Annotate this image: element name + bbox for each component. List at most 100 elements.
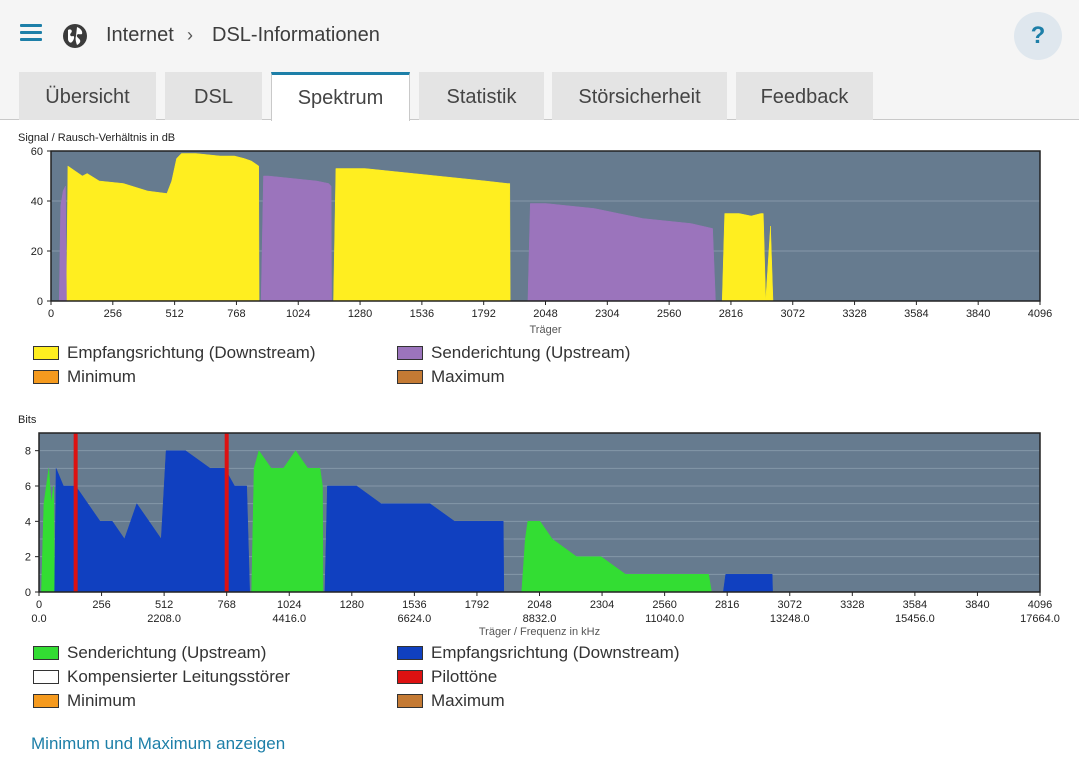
legend-swatch-maximum [397, 370, 423, 384]
x-tick-label: 3072 [778, 599, 802, 611]
legend-swatch-minimum [33, 370, 59, 384]
x-tick-label: 3328 [842, 308, 866, 320]
x-tick-label: 3584 [903, 599, 927, 611]
legend-label-minimum: Minimum [67, 367, 136, 386]
x-tick-label: 256 [104, 308, 122, 320]
y-tick-label: 4 [25, 516, 31, 528]
legend-swatch-compensated [33, 670, 59, 684]
x-tick-label: 3584 [904, 308, 928, 320]
legend-label-bits-downstream: Empfangsrichtung (Downstream) [431, 643, 680, 662]
series-area-1-1 [324, 485, 505, 593]
menu-icon[interactable] [20, 24, 42, 44]
y-tick-label: 0 [37, 296, 43, 308]
breadcrumb-internet[interactable]: Internet [106, 24, 174, 46]
x-tick-label: 768 [227, 308, 245, 320]
x-tick-khz-label: 13248.0 [770, 613, 810, 625]
y-tick-label: 0 [25, 587, 31, 599]
legend-label-upstream: Senderichtung (Upstream) [431, 343, 631, 362]
y-tick-label: 20 [31, 246, 43, 258]
series-area-1-1 [260, 175, 332, 302]
series-area-0-2 [521, 521, 712, 593]
x-tick-label: 1280 [348, 308, 372, 320]
legend-swatch-downstream [33, 346, 59, 360]
x-tick-khz-label: 0.0 [31, 613, 46, 625]
x-tick-label: 0 [48, 308, 54, 320]
pilot-tone-1 [224, 433, 229, 592]
x-tick-label: 1024 [286, 308, 310, 320]
x-axis-label: Träger [530, 324, 562, 336]
legend-swatch-pilot [397, 670, 423, 684]
tab-feedback[interactable]: Feedback [736, 72, 873, 120]
snr-chart: Signal / Rausch-Verhältnis in dB 0 20 40 60 0… [18, 132, 1052, 336]
x-tick-label: 2816 [715, 599, 739, 611]
tab-dsl[interactable]: DSL [165, 72, 262, 120]
x-tick-label: 1536 [410, 308, 434, 320]
legend-label-bits-minimum: Minimum [67, 691, 136, 710]
y-tick-label: 60 [31, 146, 43, 158]
x-tick-label: 2304 [595, 308, 619, 320]
x-tick-label: 4096 [1028, 599, 1052, 611]
x-tick-khz-label: 4416.0 [272, 613, 306, 625]
legend-label-pilot: Pilottöne [431, 667, 498, 686]
tab-statistics[interactable]: Statistik [419, 72, 544, 120]
y-tick-label: 2 [25, 552, 31, 564]
y-tick-label: 8 [25, 446, 31, 458]
legend-label-compensated: Kompensierter Leitungsstörer [67, 667, 291, 686]
x-tick-label: 3840 [966, 308, 990, 320]
tab-bar: Übersicht DSL Spektrum Statistik Störsic… [0, 72, 1079, 121]
chart-title: Signal / Rausch-Verhältnis in dB [18, 132, 175, 144]
globe-icon [63, 24, 87, 48]
x-tick-khz-label: 8832.0 [523, 613, 557, 625]
x-tick-label: 1024 [277, 599, 301, 611]
show-min-max-link[interactable]: Minimum und Maximum anzeigen [31, 734, 286, 753]
legend-label-maximum: Maximum [431, 367, 505, 386]
x-tick-khz-label: 15456.0 [895, 613, 935, 625]
x-tick-label: 4096 [1028, 308, 1052, 320]
x-tick-label: 1280 [340, 599, 364, 611]
legend-swatch-bits-maximum [397, 694, 423, 708]
legend-label-bits-upstream: Senderichtung (Upstream) [67, 643, 267, 662]
x-tick-label: 512 [155, 599, 173, 611]
page-title: DSL-Informationen [212, 24, 380, 46]
legend-label-downstream: Empfangsrichtung (Downstream) [67, 343, 316, 362]
x-tick-khz-label: 2208.0 [147, 613, 181, 625]
series-area-0-1 [251, 450, 324, 593]
x-tick-label: 2560 [652, 599, 676, 611]
x-tick-label: 3328 [840, 599, 864, 611]
x-tick-label: 2048 [527, 599, 551, 611]
x-tick-label: 2304 [590, 599, 614, 611]
legend-swatch-bits-downstream [397, 646, 423, 660]
legend-label-bits-maximum: Maximum [431, 691, 505, 710]
x-tick-label: 1536 [402, 599, 426, 611]
x-tick-label: 3840 [965, 599, 989, 611]
bits-chart: Bits 0 2 4 6 8 0 256 512 768 1024 1280 1536 1792 2048 2… [18, 414, 1060, 638]
series-area-0-2 [721, 213, 774, 302]
tab-overview[interactable]: Übersicht [19, 72, 156, 120]
help-button[interactable]: ? [1014, 12, 1062, 60]
x-tick-label: 2560 [657, 308, 681, 320]
x-tick-label: 3072 [781, 308, 805, 320]
tab-spectrum[interactable]: Spektrum [271, 72, 410, 121]
legend-swatch-bits-upstream [33, 646, 59, 660]
top-bar: Internet › DSL-Informationen ? [0, 0, 1079, 72]
chevron-right-icon: › [187, 25, 193, 45]
x-tick-label: 2816 [719, 308, 743, 320]
x-tick-label: 1792 [465, 599, 489, 611]
x-tick-label: 1792 [471, 308, 495, 320]
series-area-0-0 [66, 153, 260, 302]
series-area-1-2 [723, 574, 773, 593]
x-tick-label: 768 [218, 599, 236, 611]
tab-noise-margin[interactable]: Störsicherheit [552, 72, 727, 120]
legend-swatch-upstream [397, 346, 423, 360]
x-tick-label: 2048 [533, 308, 557, 320]
x-tick-khz-label: 6624.0 [398, 613, 432, 625]
series-area-0-1 [333, 168, 511, 302]
x-tick-label: 0 [36, 599, 42, 611]
series-area-1-2 [527, 203, 716, 302]
x-tick-khz-label: 11040.0 [645, 613, 684, 625]
x-tick-khz-label: 17664.0 [1020, 613, 1060, 625]
chart-title: Bits [18, 414, 37, 426]
pilot-tone-0 [73, 433, 78, 592]
legend-swatch-bits-minimum [33, 694, 59, 708]
y-tick-label: 40 [31, 196, 43, 208]
